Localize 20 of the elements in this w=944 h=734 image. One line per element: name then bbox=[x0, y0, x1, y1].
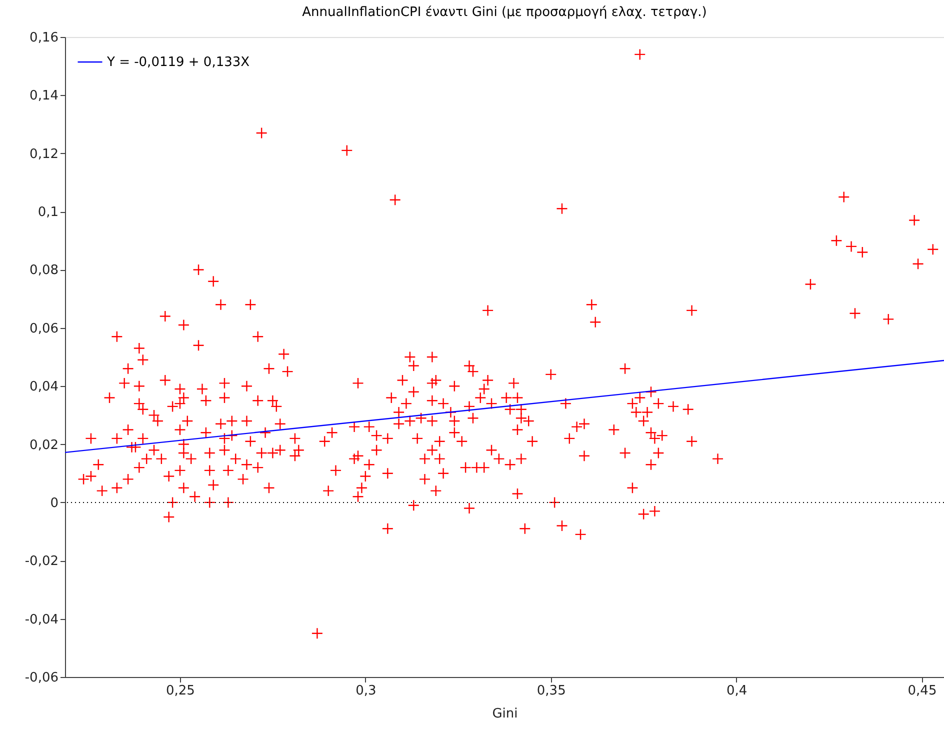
y-tick-label: 0,02 bbox=[30, 438, 58, 453]
y-tick-label: 0,12 bbox=[30, 146, 58, 162]
y-tick-label: 0,08 bbox=[30, 263, 58, 278]
y-tick-label: 0,04 bbox=[30, 380, 58, 395]
y-tick-label: -0,02 bbox=[24, 554, 58, 570]
chart-title: AnnualInflationCPI έναντι Gini (με προσαρμογή ελαχ. τετραγ.) bbox=[302, 5, 707, 20]
y-tick-label: 0,1 bbox=[38, 205, 58, 220]
y-tick-label: -0,04 bbox=[24, 612, 58, 628]
y-tick-label: -0,06 bbox=[24, 670, 58, 686]
y-tick-label: 0 bbox=[50, 496, 58, 511]
x-tick-label: 0,35 bbox=[536, 684, 566, 698]
x-tick-label: 0,25 bbox=[166, 684, 195, 698]
x-axis-title: Gini bbox=[492, 706, 518, 722]
y-tick-label: 0,14 bbox=[30, 88, 58, 104]
x-tick-label: 0,4 bbox=[726, 684, 748, 698]
x-tick-label: 0,45 bbox=[908, 684, 937, 698]
x-tick-label: 0,3 bbox=[356, 684, 376, 698]
y-tick-label: 0,06 bbox=[30, 321, 58, 336]
y-tick-label: 0,16 bbox=[30, 30, 58, 46]
legend-label: Y = -0,0119 + 0,133X bbox=[106, 55, 250, 70]
